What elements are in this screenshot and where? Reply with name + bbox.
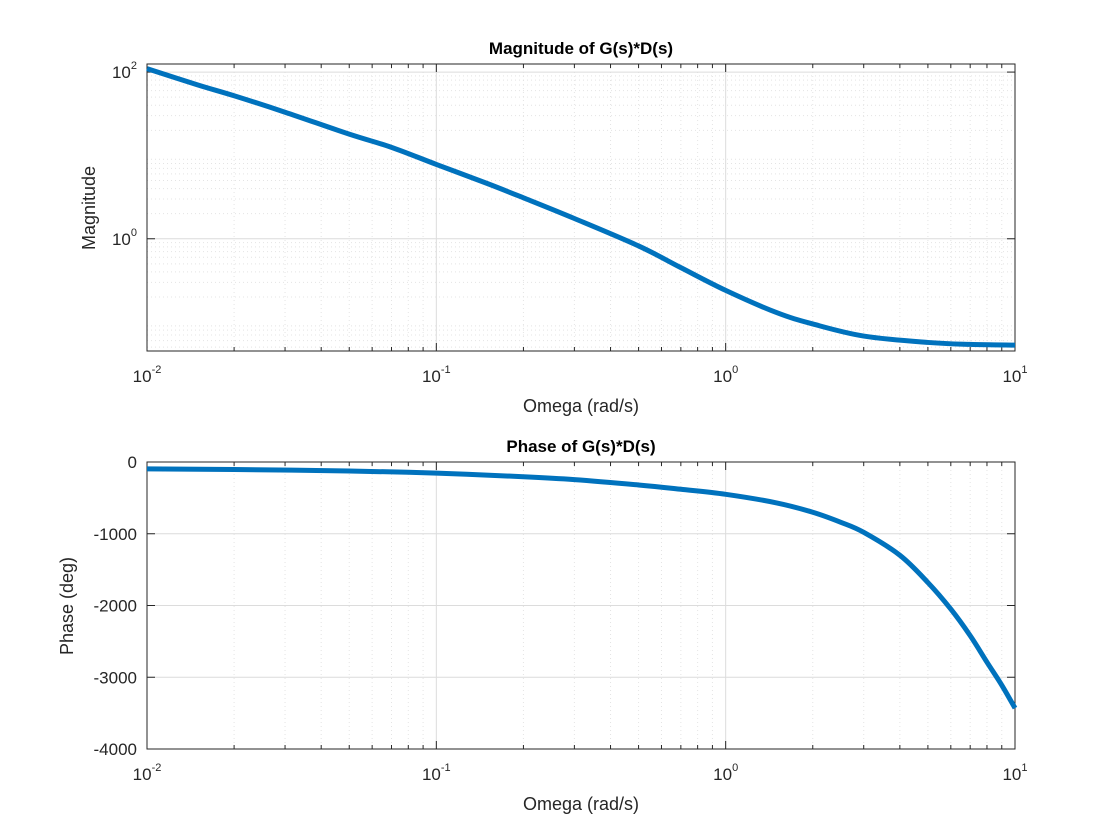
- phase-series-line: [146, 466, 1018, 710]
- y-tick-label: -3000: [94, 668, 137, 687]
- magnitude-grid: [147, 64, 1015, 351]
- phase-plot: 10-2 10-1 100 101 0 -1000 -2000 -3000 -4000 Phas…: [57, 437, 1028, 814]
- x-tick-label: 101: [1002, 762, 1027, 784]
- magnitude-series-line: [146, 66, 1016, 348]
- magnitude-title: Magnitude of G(s)*D(s): [489, 39, 673, 58]
- phase-ticks: 10-2 10-1 100 101 0 -1000 -2000 -3000 -4000: [94, 453, 1028, 784]
- magnitude-xlabel: Omega (rad/s): [523, 396, 639, 416]
- y-tick-label: -1000: [94, 525, 137, 544]
- magnitude-axes-box: [146, 63, 1016, 352]
- phase-ylabel: Phase (deg): [57, 557, 77, 655]
- magnitude-ticks: 10-2 10-1 100 101 100 102: [112, 60, 1028, 386]
- y-tick-label: 102: [112, 60, 137, 82]
- x-tick-label: 10-2: [133, 364, 162, 386]
- y-tick-label: -2000: [94, 597, 137, 616]
- y-tick-label: -4000: [94, 740, 137, 759]
- x-tick-label: 10-1: [422, 364, 451, 386]
- magnitude-ylabel: Magnitude: [79, 166, 99, 250]
- x-tick-label: 100: [713, 762, 738, 784]
- y-tick-label: 100: [112, 227, 137, 249]
- phase-xlabel: Omega (rad/s): [523, 794, 639, 814]
- phase-title: Phase of G(s)*D(s): [506, 437, 655, 456]
- phase-grid: [147, 462, 1015, 749]
- magnitude-plot: 10-2 10-1 100 101 100 102 Magnitude of G(s)*D…: [79, 39, 1028, 416]
- x-tick-label: 100: [713, 364, 738, 386]
- x-tick-label: 10-2: [133, 762, 162, 784]
- y-tick-label: 0: [128, 453, 137, 472]
- x-tick-label: 101: [1002, 364, 1027, 386]
- x-tick-label: 10-1: [422, 762, 451, 784]
